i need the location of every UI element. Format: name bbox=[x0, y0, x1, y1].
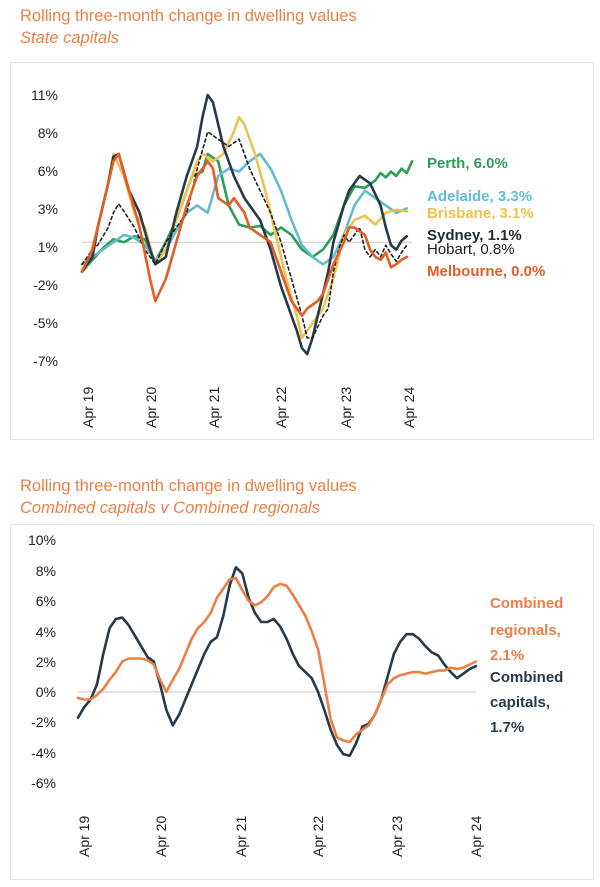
series-label-sydney: Sydney, 1.1% bbox=[427, 227, 522, 244]
x-tick-label: Apr 22 bbox=[273, 387, 289, 428]
y-tick-label: -4% bbox=[31, 745, 56, 761]
series-label-perth: Perth, 6.0% bbox=[427, 155, 508, 172]
series-label-combined-capitals: Combined capitals, 1.7% bbox=[490, 669, 563, 736]
y-tick-label: 8% bbox=[38, 125, 58, 141]
series-line-combined-capitals bbox=[76, 566, 478, 757]
y-tick-label: 4% bbox=[36, 624, 56, 640]
series-line-sydney bbox=[80, 93, 409, 356]
series-line-melbourne bbox=[80, 152, 409, 318]
x-tick-label: Apr 22 bbox=[310, 816, 326, 857]
y-tick-label: 0% bbox=[36, 684, 56, 700]
chart1-panel bbox=[10, 62, 594, 440]
series-line-perth bbox=[80, 152, 414, 273]
series-line-adelaide bbox=[80, 152, 409, 266]
x-tick-label: Apr 19 bbox=[80, 387, 96, 428]
y-tick-label: -5% bbox=[33, 315, 58, 331]
y-tick-label: 10% bbox=[28, 532, 56, 548]
x-tick-label: Apr 20 bbox=[153, 816, 169, 857]
series-label-brisbane: Brisbane, 3.1% bbox=[427, 205, 534, 222]
y-tick-label: -2% bbox=[33, 277, 58, 293]
series-label-line: regionals, bbox=[490, 622, 561, 639]
y-tick-label: -2% bbox=[31, 714, 56, 730]
series-label-adelaide: Adelaide, 3.3% bbox=[427, 188, 532, 205]
y-tick-label: 6% bbox=[38, 163, 58, 179]
x-tick-label: Apr 21 bbox=[233, 816, 249, 857]
series-label-line: 2.1% bbox=[490, 647, 524, 664]
series-line-combined-regionals bbox=[76, 576, 478, 744]
series-label-line: capitals, bbox=[490, 694, 550, 711]
series-label-combined-regionals: Combined regionals, 2.1% bbox=[490, 595, 563, 664]
x-tick-label: Apr 24 bbox=[401, 387, 417, 428]
chart1-subtitle: State capitals bbox=[20, 29, 120, 47]
series-label-hobart: Hobart, 0.8% bbox=[427, 241, 515, 258]
y-tick-label: -6% bbox=[31, 775, 56, 791]
x-tick-label: Apr 24 bbox=[468, 816, 484, 857]
y-tick-label: 6% bbox=[36, 593, 56, 609]
y-tick-label: 8% bbox=[36, 563, 56, 579]
chart1-title: Rolling three-month change in dwelling v… bbox=[20, 7, 357, 25]
x-tick-label: Apr 19 bbox=[76, 816, 92, 857]
series-line-hobart bbox=[81, 131, 408, 339]
chart2-subtitle: Combined capitals v Combined regionals bbox=[20, 499, 320, 517]
series-label-melbourne: Melbourne, 0.0% bbox=[427, 263, 545, 280]
series-line-brisbane bbox=[80, 115, 409, 340]
y-tick-label: 3% bbox=[38, 201, 58, 217]
chart2-title: Rolling three-month change in dwelling v… bbox=[20, 477, 357, 495]
x-tick-label: Apr 20 bbox=[143, 387, 159, 428]
series-label-line: Combined bbox=[490, 669, 563, 686]
x-tick-label: Apr 21 bbox=[206, 387, 222, 428]
y-tick-label: 2% bbox=[36, 654, 56, 670]
y-tick-label: 1% bbox=[38, 239, 58, 255]
y-tick-label: 11% bbox=[31, 87, 58, 103]
x-tick-label: Apr 23 bbox=[389, 816, 405, 857]
series-label-line: Combined bbox=[490, 595, 563, 612]
y-tick-label: -7% bbox=[33, 353, 58, 369]
series-label-line: 1.7% bbox=[490, 719, 524, 736]
chart2-panel bbox=[10, 524, 594, 880]
x-tick-label: Apr 23 bbox=[338, 387, 354, 428]
